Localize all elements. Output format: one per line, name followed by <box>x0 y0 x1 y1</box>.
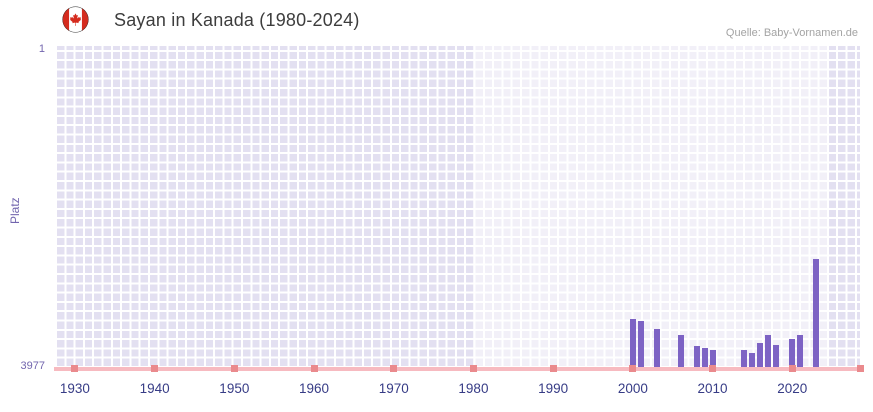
axis-mark-1970 <box>390 365 398 372</box>
bar-2017[interactable] <box>765 335 772 368</box>
y-tick-top: 1 <box>38 43 45 55</box>
x-tick-2000: 2000 <box>617 381 648 396</box>
x-tick-1970: 1970 <box>378 381 409 396</box>
chart-title: Sayan in Kanada (1980-2024) <box>114 10 360 30</box>
bar-2016[interactable] <box>757 343 764 368</box>
canada-flag-icon <box>62 6 89 33</box>
bar-2023[interactable] <box>813 258 820 368</box>
x-tick-2020: 2020 <box>777 381 808 396</box>
x-axis-labels: 1930 1940 1950 1960 1970 1980 1990 2000 2010 2020 <box>55 381 860 399</box>
source-attribution: Quelle: Baby-Vornamen.de <box>725 27 858 39</box>
axis-mark-1940 <box>151 365 159 372</box>
axis-mark-1960 <box>310 365 318 372</box>
plot-area <box>55 46 860 368</box>
bar-2000[interactable] <box>629 319 636 368</box>
axis-mark-2000 <box>629 365 637 372</box>
x-tick-2010: 2010 <box>697 381 728 396</box>
x-tick-1980: 1980 <box>458 381 489 396</box>
x-tick-1940: 1940 <box>139 381 170 396</box>
axis-mark-end <box>856 365 864 372</box>
x-tick-1960: 1960 <box>299 381 330 396</box>
x-tick-1990: 1990 <box>538 381 569 396</box>
bar-2008[interactable] <box>693 345 700 368</box>
axis-mark-1990 <box>549 365 557 372</box>
bar-2003[interactable] <box>653 328 660 368</box>
x-axis-line <box>54 365 864 372</box>
bar-2015[interactable] <box>749 352 756 368</box>
axis-mark-2020 <box>788 365 796 372</box>
y-axis-title: Platz <box>8 197 22 224</box>
axis-mark-1980 <box>469 365 477 372</box>
y-tick-bottom: 3977 <box>20 360 45 372</box>
bar-2010[interactable] <box>709 350 716 368</box>
axis-mark-1930 <box>71 365 79 372</box>
bar-2014[interactable] <box>741 350 748 368</box>
bar-2018[interactable] <box>773 345 780 368</box>
bar-2009[interactable] <box>701 347 708 368</box>
bar-2021[interactable] <box>797 335 804 368</box>
grid-overlay <box>55 46 860 368</box>
bar-2006[interactable] <box>677 335 684 368</box>
x-tick-1950: 1950 <box>219 381 250 396</box>
axis-mark-1950 <box>230 365 238 372</box>
x-tick-1930: 1930 <box>59 381 90 396</box>
bar-2020[interactable] <box>789 339 796 368</box>
axis-mark-2010 <box>709 365 717 372</box>
bar-2001[interactable] <box>637 321 644 368</box>
bars-container <box>55 46 860 368</box>
